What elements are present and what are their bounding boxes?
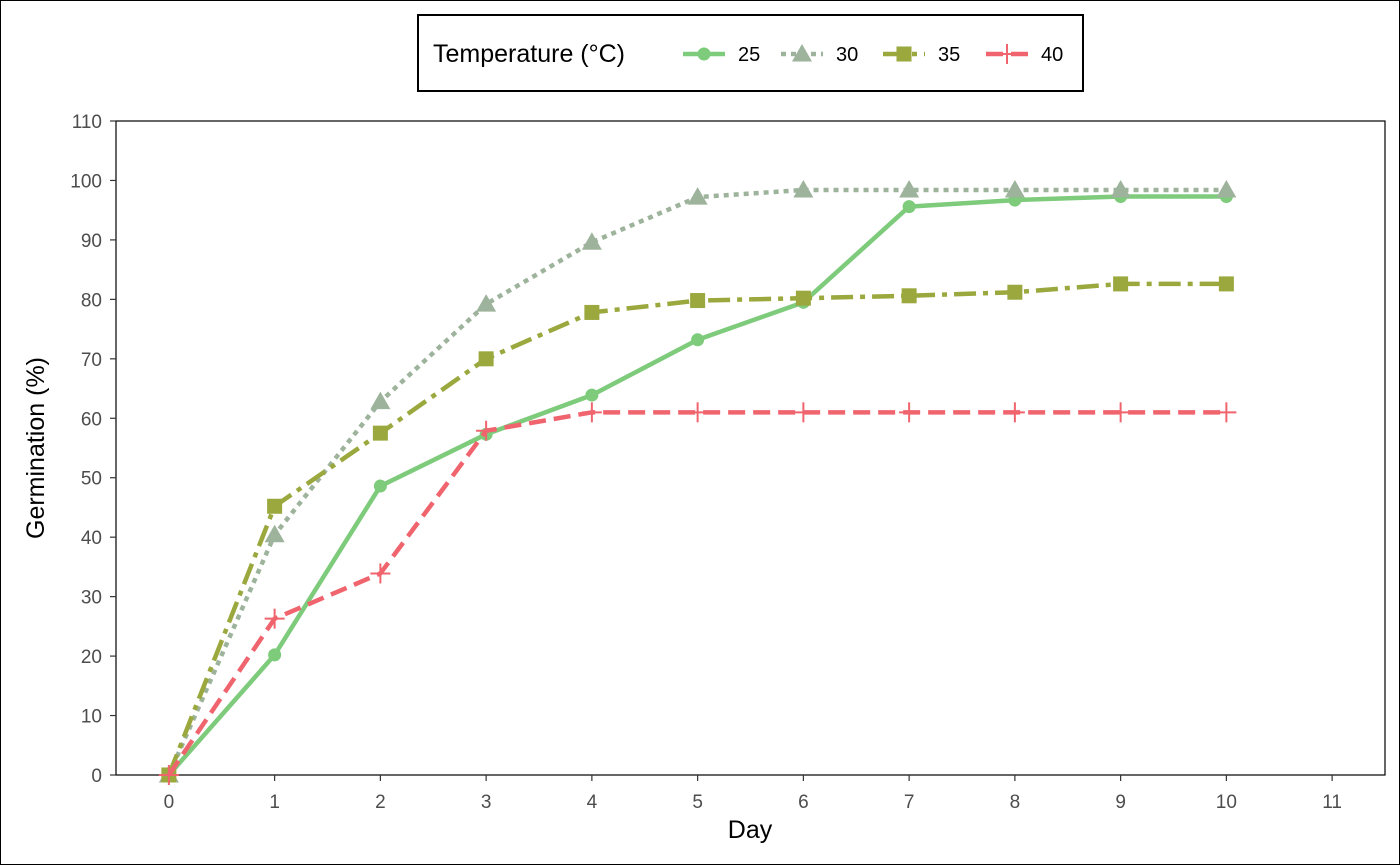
- legend-item-40: 40: [986, 44, 1063, 66]
- y-tick-label: 0: [91, 766, 102, 787]
- legend-title: Temperature (°C): [433, 40, 625, 68]
- data-point: [901, 288, 917, 304]
- data-point: [264, 608, 285, 629]
- data-point: [372, 425, 388, 441]
- series-line: [166, 281, 1227, 776]
- y-tick-label: 10: [81, 707, 102, 728]
- data-point: [691, 333, 705, 347]
- x-tick-label: 3: [481, 792, 492, 813]
- x-tick-label: 2: [375, 792, 386, 813]
- legend-label: 30: [836, 44, 858, 66]
- y-tick-label: 50: [81, 469, 102, 490]
- data-point: [370, 391, 391, 410]
- data-point: [1004, 402, 1025, 423]
- data-point: [1218, 276, 1234, 292]
- x-tick-label: 6: [798, 792, 809, 813]
- series-line: [166, 187, 1227, 776]
- data-point: [902, 200, 916, 214]
- y-tick-label: 100: [70, 171, 102, 192]
- data-point: [476, 420, 497, 441]
- x-tick-label: 7: [904, 792, 915, 813]
- series-line: [167, 410, 1227, 777]
- data-point: [793, 179, 814, 198]
- y-tick-label: 90: [81, 231, 102, 252]
- data-point: [264, 524, 285, 543]
- y-tick-label: 30: [81, 588, 102, 609]
- legend-key-marker: [896, 46, 912, 62]
- legend-label: 35: [938, 44, 960, 66]
- x-tick-label: 4: [587, 792, 598, 813]
- data-point: [585, 388, 599, 402]
- data-point: [1004, 179, 1025, 198]
- data-point: [584, 304, 600, 320]
- data-point: [687, 402, 708, 423]
- data-point: [268, 648, 282, 662]
- legend-item-30: 30: [781, 44, 858, 66]
- data-point: [1110, 179, 1131, 198]
- x-tick-label: 8: [1010, 792, 1021, 813]
- x-tick-label: 1: [269, 792, 280, 813]
- legend-key-marker: [697, 47, 711, 61]
- data-point: [370, 563, 391, 584]
- legend-key-marker: [997, 44, 1017, 64]
- legend-label: 40: [1041, 44, 1063, 66]
- x-tick-label: 5: [692, 792, 703, 813]
- data-point: [1007, 284, 1023, 300]
- data-point: [373, 479, 387, 493]
- y-tick-label: 70: [81, 350, 102, 371]
- x-tick-label: 11: [1322, 792, 1342, 813]
- plot-panel: [115, 120, 1386, 776]
- y-axis-title: Germination (%): [22, 357, 50, 539]
- data-point: [795, 290, 811, 306]
- y-tick-label: 40: [81, 528, 102, 549]
- series-30: [158, 179, 1237, 783]
- x-axis: 0 1 2 3 4 5 6 7 8 9 10 11: [164, 775, 1342, 813]
- series-layer: [158, 179, 1237, 785]
- data-point: [1216, 402, 1237, 423]
- x-axis-title: Day: [728, 816, 773, 844]
- data-point: [793, 402, 814, 423]
- data-point: [158, 765, 179, 785]
- data-point: [1110, 402, 1131, 423]
- y-tick-label: 20: [81, 647, 102, 668]
- legend-label: 25: [738, 44, 760, 66]
- data-point: [267, 498, 283, 514]
- series-line: [167, 194, 1227, 777]
- x-tick-label: 10: [1216, 792, 1237, 813]
- legend-items: 25 30 35 40: [683, 44, 1063, 66]
- data-point: [690, 293, 706, 309]
- y-axis: 0 10 20 30 40 50 60 70 80 90 100 110: [70, 112, 116, 787]
- series-25: [162, 190, 1233, 782]
- data-point: [899, 402, 920, 423]
- legend-box: [417, 14, 1084, 92]
- data-point: [899, 179, 920, 198]
- y-tick-label: 110: [72, 112, 102, 133]
- data-point: [581, 402, 602, 423]
- series-40: [158, 402, 1237, 785]
- data-point: [581, 232, 602, 250]
- legend-item-25: 25: [683, 44, 760, 66]
- legend: Temperature (°C) 25 30 35 40: [417, 14, 1084, 92]
- legend-key-marker: [792, 44, 812, 62]
- y-tick-label: 80: [81, 290, 102, 311]
- data-point: [687, 187, 708, 205]
- data-point: [1113, 276, 1129, 292]
- data-point: [1216, 179, 1237, 198]
- x-tick-label: 9: [1115, 792, 1126, 813]
- series-35: [161, 276, 1234, 783]
- y-tick-label: 60: [81, 409, 102, 430]
- legend-item-35: 35: [883, 44, 960, 66]
- data-point: [478, 351, 494, 367]
- x-tick-label: 0: [164, 792, 175, 813]
- data-point: [476, 294, 497, 312]
